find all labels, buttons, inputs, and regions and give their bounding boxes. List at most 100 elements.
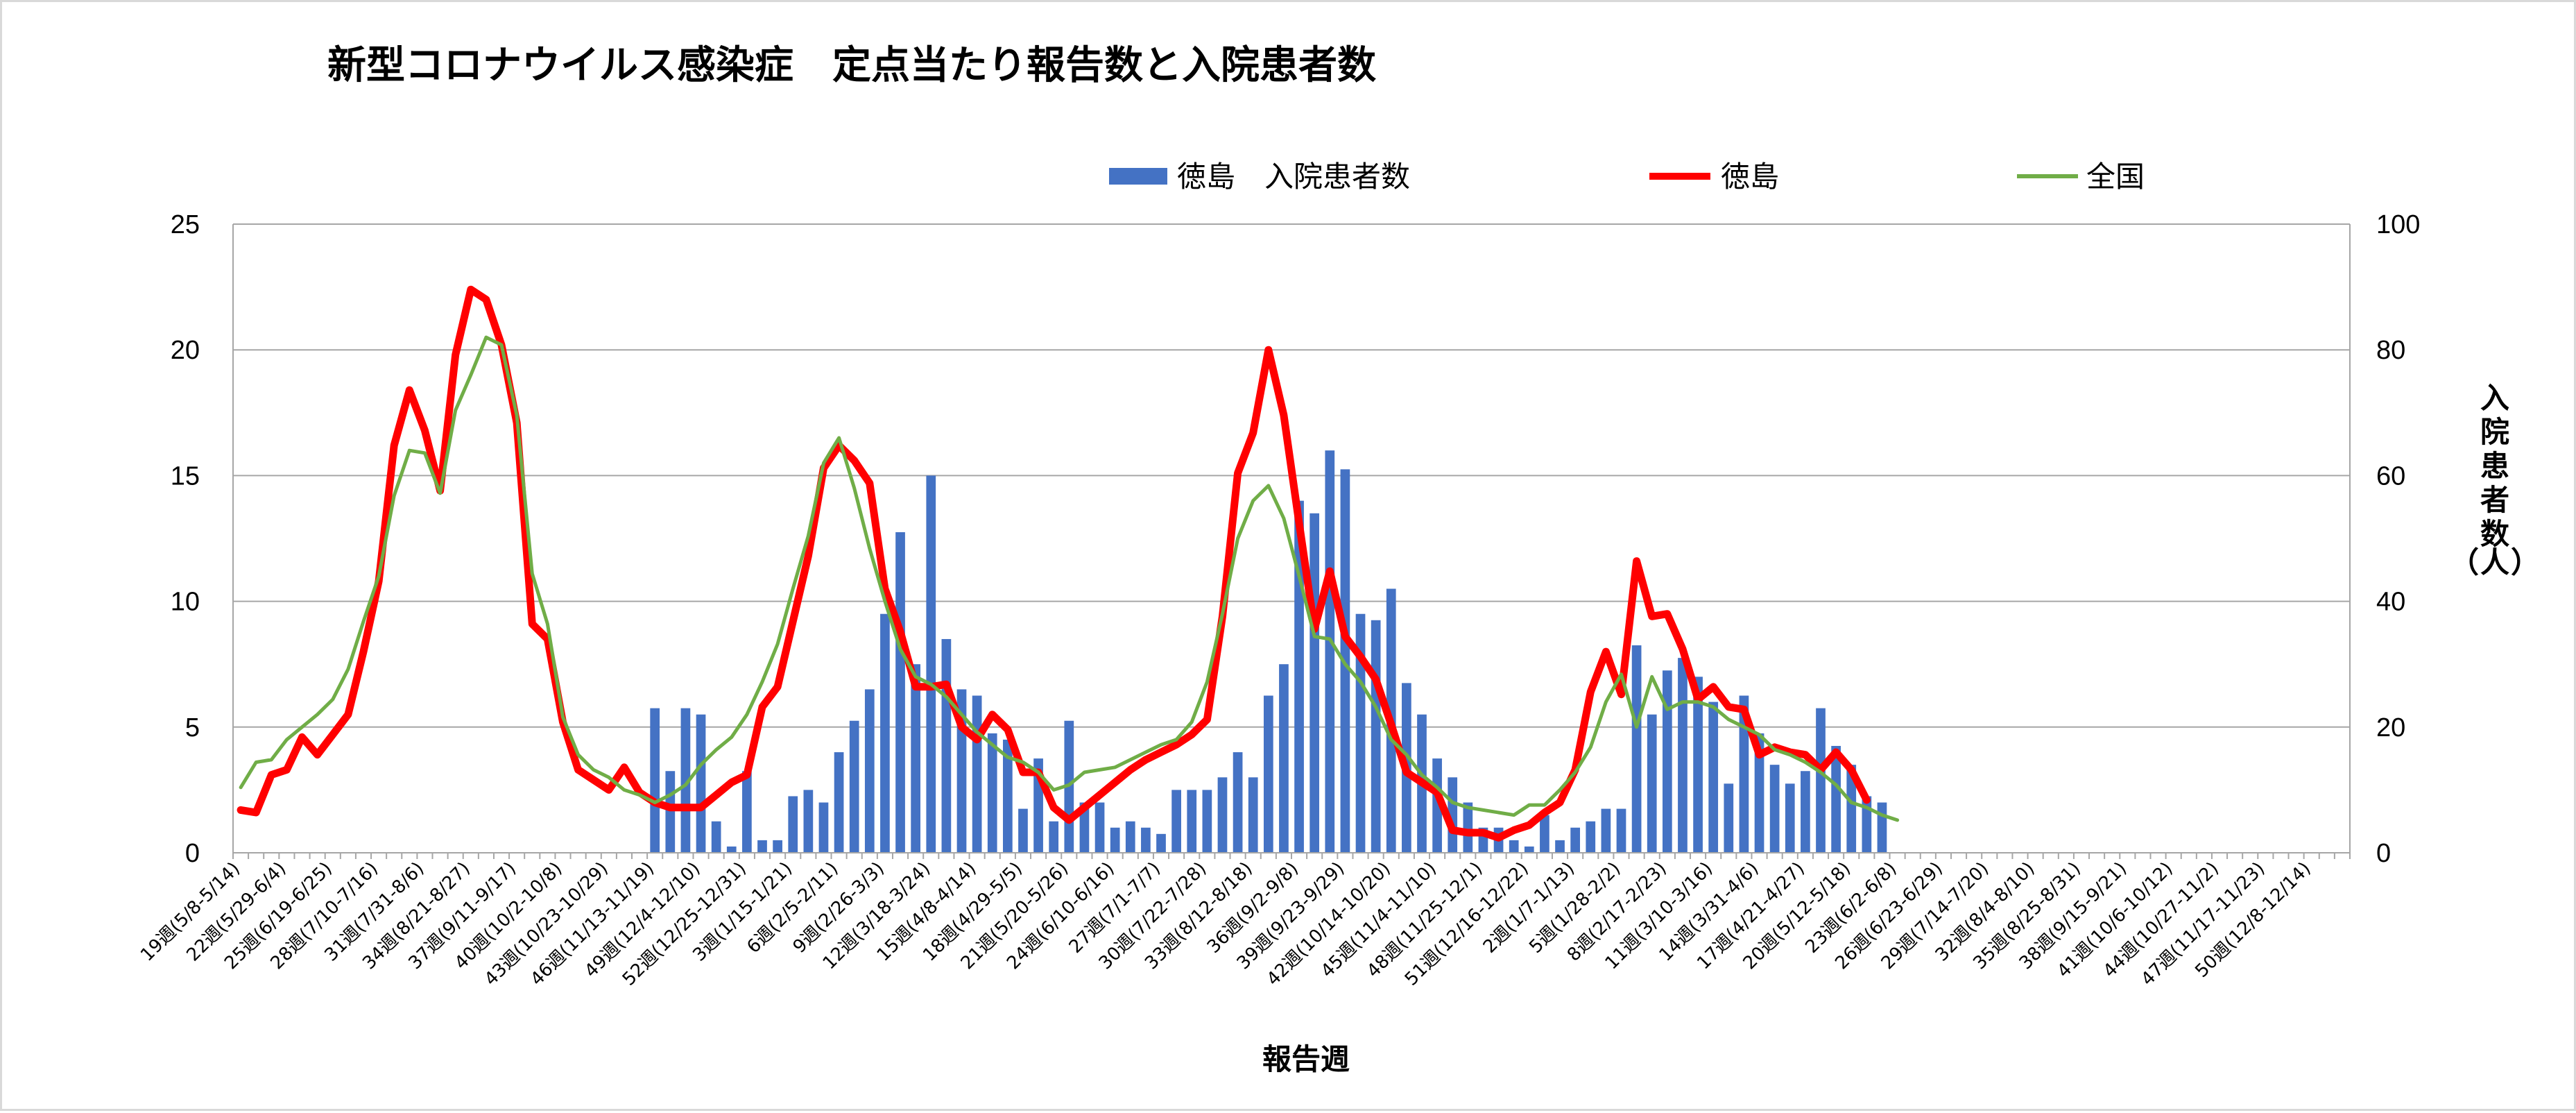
bar — [1325, 450, 1335, 853]
bar — [665, 771, 676, 853]
bar — [1279, 664, 1289, 853]
legend: 徳島 入院患者数 徳島 全国 — [1109, 160, 2145, 194]
legend-label-tokushima: 徳島 — [1721, 160, 1779, 194]
left-tick-label: 20 — [171, 336, 200, 365]
bar — [1355, 613, 1366, 853]
bar — [1049, 821, 1059, 853]
bar — [1647, 714, 1657, 853]
bar — [1094, 802, 1105, 853]
series-line-national — [239, 335, 1900, 822]
right-axis-title-char: 患 — [2480, 449, 2509, 483]
bar — [987, 733, 997, 853]
left-tick-label: 25 — [171, 210, 200, 239]
bar — [1110, 827, 1120, 853]
bar — [1540, 815, 1549, 853]
bar — [1570, 827, 1581, 853]
bar — [1171, 790, 1181, 853]
bar — [1831, 745, 1841, 853]
legend-label-hospitalized: 徳島 入院患者数 — [1177, 160, 1410, 194]
right-axis-title-char: ） — [2511, 545, 2540, 579]
right-axis-title-char: （ — [2450, 545, 2479, 579]
left-tick-label: 15 — [171, 461, 200, 491]
bar — [1693, 677, 1703, 853]
right-tick-label: 0 — [2376, 839, 2391, 868]
chart-title: 新型コロナウイルス感染症 定点当たり報告数と入院患者数 — [327, 43, 1376, 88]
bar — [1739, 695, 1749, 853]
bar — [773, 840, 782, 853]
bar — [895, 532, 905, 853]
right-tick-label: 60 — [2376, 461, 2405, 491]
bar — [1662, 670, 1672, 853]
right-tick-label: 40 — [2376, 588, 2405, 617]
hospitalized-bars — [650, 450, 1887, 853]
bar — [803, 790, 814, 853]
right-axis-title: 入院患者数（人） — [2450, 381, 2540, 579]
bar — [864, 689, 875, 853]
bar — [1586, 821, 1596, 853]
bar — [911, 664, 921, 853]
bar — [1877, 802, 1887, 853]
series-line-tokushima — [237, 285, 1871, 842]
bar — [880, 613, 890, 853]
bar — [1310, 513, 1320, 853]
bar — [926, 475, 936, 853]
legend-label-national: 全国 — [2086, 160, 2145, 194]
bar — [1631, 645, 1642, 853]
right-axis-title-char: 者 — [2480, 483, 2509, 517]
left-tick-label: 0 — [185, 839, 200, 868]
x-axis-ticks: 19週(5/8-5/14)22週(5/29-6/4)25週(6/19-6/25)… — [137, 853, 2351, 990]
bar — [680, 708, 691, 853]
bar — [1263, 695, 1273, 853]
bar — [1233, 752, 1243, 853]
right-axis-title-char: 人 — [2480, 545, 2509, 579]
report-lines — [237, 285, 1900, 842]
bar — [849, 720, 859, 853]
bar — [1846, 765, 1857, 853]
bar — [1769, 765, 1780, 853]
right-tick-label: 100 — [2376, 210, 2420, 239]
bar — [1125, 821, 1135, 853]
right-axis-title-char: 入 — [2480, 381, 2509, 415]
bar — [742, 771, 752, 853]
bar — [726, 846, 737, 853]
bar — [1371, 620, 1381, 853]
bar — [1616, 808, 1626, 853]
right-tick-label: 20 — [2376, 713, 2405, 742]
bar — [650, 708, 660, 853]
right-axis-title-char: 院 — [2480, 415, 2509, 449]
bar — [1002, 739, 1013, 853]
bar — [1678, 658, 1688, 853]
bar — [972, 695, 982, 853]
bar — [1708, 702, 1719, 853]
bar — [1187, 790, 1197, 853]
bar — [788, 796, 798, 853]
right-tick-label: 80 — [2376, 336, 2405, 365]
x-axis-title: 報告週 — [1262, 1042, 1350, 1076]
bar — [1509, 840, 1519, 853]
bar — [1079, 802, 1090, 853]
bar — [1202, 790, 1212, 853]
left-axis-ticks: 0 5 10 15 20 25 — [171, 210, 200, 868]
legend-swatch-hospitalized — [1109, 168, 1167, 185]
axes — [232, 224, 2351, 853]
bar — [1785, 783, 1795, 853]
bar — [1816, 708, 1826, 853]
bar — [1524, 846, 1534, 853]
bar — [1801, 771, 1810, 853]
bar — [1432, 758, 1442, 853]
bar — [696, 714, 706, 853]
bar — [1463, 802, 1473, 853]
bar — [757, 840, 767, 853]
bar — [1724, 783, 1734, 853]
bar — [1601, 808, 1611, 853]
bar — [1555, 840, 1565, 853]
right-axis-title-char: 数 — [2480, 517, 2509, 551]
bar — [1217, 777, 1228, 853]
bar — [711, 821, 721, 853]
bar — [941, 638, 952, 853]
bar — [1754, 733, 1764, 853]
bar — [1156, 833, 1166, 853]
bar — [1248, 777, 1258, 853]
bar — [834, 752, 844, 853]
